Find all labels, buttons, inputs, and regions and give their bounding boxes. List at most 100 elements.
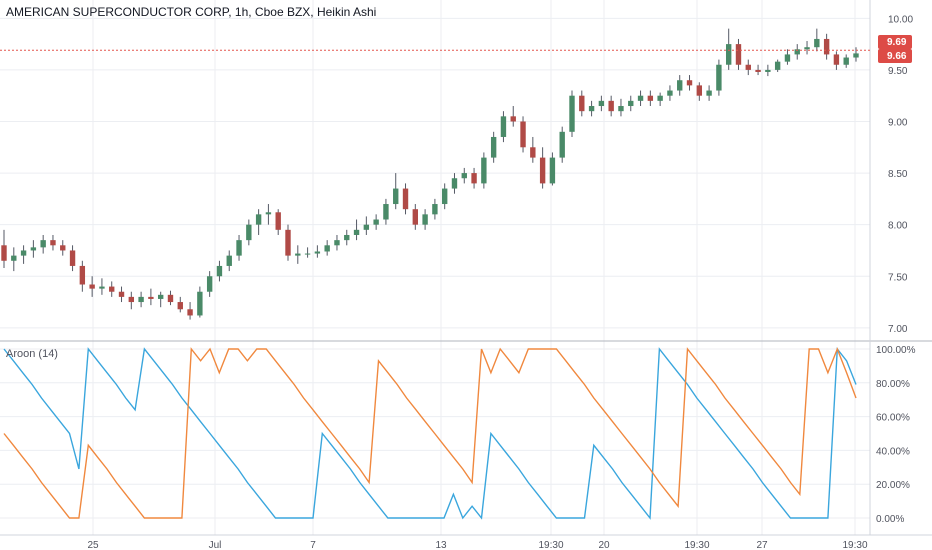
- candle-bear: [520, 121, 526, 148]
- candle-bull: [588, 106, 595, 112]
- price-tick-label: 9.00: [888, 117, 908, 128]
- candle-bear: [539, 157, 546, 184]
- aroon-tick-label: 20.00%: [876, 480, 910, 491]
- candle-bear: [69, 250, 76, 266]
- price-tick-label: 8.00: [888, 221, 908, 232]
- candle-bear: [412, 209, 419, 225]
- candle-bull: [30, 247, 37, 251]
- candle-bear: [89, 284, 95, 289]
- candle-bull: [598, 100, 605, 107]
- candle-bear: [1, 245, 7, 261]
- candle-bull: [618, 106, 624, 112]
- candle-bull: [344, 234, 350, 241]
- candle-bull: [295, 253, 301, 256]
- candle-bull: [794, 49, 800, 55]
- candle-bear: [686, 80, 693, 86]
- candle-bull: [716, 64, 722, 91]
- time-tick-label: 19:30: [538, 540, 563, 550]
- candle-bull: [422, 214, 428, 225]
- candle-bull: [246, 224, 252, 241]
- candle-bear: [510, 116, 516, 122]
- candle-bull: [667, 90, 673, 96]
- prev-price-badge-bg: [878, 49, 912, 63]
- candle-bear: [530, 147, 536, 158]
- candle-bear: [833, 54, 840, 65]
- candle-bull: [706, 90, 712, 96]
- last-price-badge: 9.69: [878, 35, 912, 49]
- candle-bull: [814, 38, 820, 48]
- aroon-tick-label: 40.00%: [876, 446, 910, 457]
- aroon-axis-ticks[interactable]: 0.00% 20.00% 40.00% 60.00% 80.00% 100.00%: [876, 345, 916, 525]
- candle-bull: [304, 253, 311, 255]
- candle-bull: [197, 291, 203, 316]
- candle-bull: [774, 61, 781, 70]
- aroon-tick-label: 0.00%: [876, 514, 904, 525]
- aroon-down-line: [3, 347, 857, 520]
- candle-bear: [579, 95, 585, 112]
- candle-bull: [451, 178, 458, 189]
- candle-bull: [314, 251, 321, 254]
- candle-bull: [138, 296, 144, 303]
- candle-bear: [745, 64, 751, 70]
- chart-title[interactable]: AMERICAN SUPERCONDUCTOR CORP, 1h, Cboe B…: [6, 5, 376, 19]
- candle-bear: [187, 309, 193, 316]
- time-axis-ticks[interactable]: 25 Jul 7 13 19:30 20 19:30 27 19:30: [87, 540, 868, 550]
- time-tick-label: 27: [756, 540, 768, 550]
- candle-bear: [118, 291, 125, 297]
- aroon-indicator-label[interactable]: Aroon (14): [6, 348, 58, 360]
- last-price-value: 9.69: [887, 37, 907, 48]
- candle-bull: [490, 136, 497, 158]
- aroon-tick-label: 100.00%: [876, 345, 916, 356]
- candle-bull: [99, 286, 105, 289]
- candle-bull: [559, 131, 565, 158]
- last-price-badge-bg: [878, 35, 912, 49]
- candle-bull: [353, 229, 360, 235]
- aroon-lines: [3, 347, 857, 520]
- candle-bear: [696, 85, 703, 96]
- price-tick-label: 7.00: [888, 324, 908, 335]
- candle-bull: [725, 44, 732, 65]
- candle-bull: [20, 250, 27, 256]
- time-tick-label: 20: [598, 540, 610, 550]
- price-tick-label: 7.50: [888, 272, 908, 283]
- candle-bull: [677, 80, 683, 91]
- candle-bear: [275, 212, 281, 230]
- candle-bear: [608, 100, 614, 112]
- aroon-tick-label: 60.00%: [876, 413, 910, 424]
- prev-price-value: 9.66: [887, 51, 907, 62]
- candle-bear: [177, 302, 183, 310]
- candle-bear: [167, 294, 174, 303]
- candle-bear: [823, 38, 830, 55]
- candle-bull: [226, 255, 232, 266]
- candle-bear: [471, 173, 477, 184]
- price-tick-label: 10.00: [888, 14, 913, 25]
- candle-bear: [735, 44, 742, 65]
- candle-bull: [206, 276, 213, 292]
- candle-bear: [60, 245, 66, 251]
- aroon-tick-label: 80.00%: [876, 379, 910, 390]
- candle-bull: [569, 95, 575, 132]
- candle-bull: [236, 240, 242, 256]
- candle-bull: [657, 95, 663, 101]
- aroon-up-line: [3, 347, 857, 519]
- candle-bull: [383, 204, 389, 220]
- candle-bull: [441, 188, 448, 205]
- candle-bull: [363, 224, 370, 230]
- candle-bull: [373, 219, 379, 225]
- time-tick-label: 19:30: [842, 540, 867, 550]
- candle-bull: [393, 188, 399, 205]
- candles: [1, 28, 859, 320]
- candle-bear: [79, 265, 86, 285]
- candle-bull: [432, 204, 438, 215]
- price-axis-ticks[interactable]: 7.00 7.50 8.00 8.50 9.00 9.50 10.00: [888, 14, 913, 335]
- candle-bear: [128, 296, 135, 303]
- candle-bull: [765, 69, 771, 72]
- price-tick-label: 8.50: [888, 169, 908, 180]
- candle-bear: [755, 69, 761, 72]
- time-tick-label: 13: [435, 540, 447, 550]
- candle-bull: [481, 157, 487, 184]
- candle-bull: [500, 116, 507, 137]
- time-tick-label: 19:30: [684, 540, 709, 550]
- candle-bull: [255, 214, 262, 225]
- time-tick-label: Jul: [209, 540, 222, 550]
